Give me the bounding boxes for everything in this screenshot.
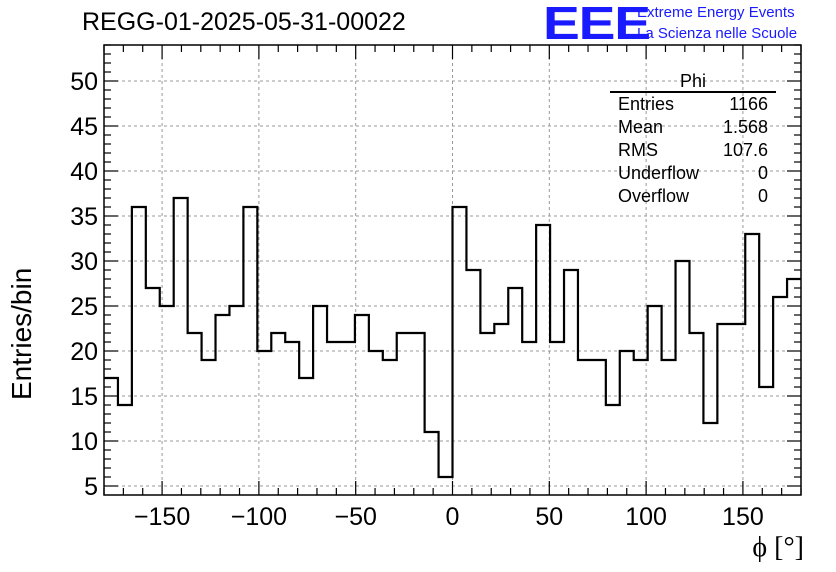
- histogram-bin: [731, 324, 745, 495]
- histogram-bin: [216, 315, 230, 495]
- y-tick-label: 15: [70, 383, 98, 411]
- y-axis-label: Entries/bin: [6, 267, 37, 400]
- stats-label: Entries: [618, 94, 675, 114]
- stats-value: 0: [757, 186, 768, 206]
- histogram-bin: [592, 360, 606, 495]
- histogram-bin: [662, 360, 676, 495]
- histogram-bin: [271, 333, 285, 495]
- x-tick-label: −100: [231, 503, 287, 531]
- y-tick-label: 20: [70, 338, 98, 366]
- histogram-bin: [174, 198, 188, 495]
- stats-value: 0: [757, 163, 768, 183]
- histogram-bin: [118, 405, 132, 495]
- histogram-bin: [355, 315, 369, 495]
- stats-box: Phi Entries 1166 Mean 1.568 RMS 107.6 Un…: [610, 71, 776, 208]
- histogram-series-line: [104, 196, 801, 479]
- stats-value: 107.6: [722, 140, 768, 160]
- y-tick-label: 40: [70, 158, 98, 186]
- histogram-bin: [299, 378, 313, 495]
- stats-label: Overflow: [618, 186, 690, 206]
- stats-row-mean: Mean 1.568: [610, 116, 776, 139]
- y-tick-label: 5: [84, 473, 98, 501]
- y-tick-label: 25: [70, 293, 98, 321]
- histogram-bin: [480, 333, 494, 495]
- stats-row-rms: RMS 107.6: [610, 139, 776, 162]
- y-tick-label: 30: [70, 248, 98, 276]
- histogram-bin: [202, 360, 216, 495]
- histogram-bin: [313, 306, 327, 495]
- x-tick-label: −150: [134, 503, 190, 531]
- eee-logo: EEE: [543, 0, 651, 49]
- histogram-bin: [383, 360, 397, 495]
- histogram-bin: [285, 342, 299, 495]
- x-tick-label: 50: [535, 503, 563, 531]
- histogram-bin: [745, 234, 759, 495]
- stats-row-overflow: Overflow 0: [610, 185, 776, 208]
- histogram-bin: [689, 333, 703, 495]
- histogram-bin: [341, 342, 355, 495]
- y-tick-label: 35: [70, 203, 98, 231]
- plot-title: REGG-01-2025-05-31-00022: [82, 8, 406, 36]
- histogram-bin: [188, 333, 202, 495]
- histogram-bin: [397, 333, 411, 495]
- logo-line-2: La Scienza nelle Scuole: [637, 25, 798, 42]
- histogram-bin: [327, 342, 341, 495]
- histogram-bin: [229, 306, 243, 495]
- logo-line-1: Extreme Energy Events: [637, 4, 795, 21]
- stats-label: Mean: [618, 117, 664, 137]
- stats-value: 1166: [729, 94, 768, 114]
- histogram-bin: [634, 360, 648, 495]
- y-tick-label: 50: [70, 68, 98, 96]
- stats-value: 1.568: [722, 117, 768, 137]
- stats-title: Phi: [610, 71, 776, 93]
- histogram-bin: [578, 360, 592, 495]
- stats-label: RMS: [618, 140, 658, 160]
- histogram-bin: [508, 288, 522, 495]
- stats-label: Underflow: [618, 163, 700, 183]
- histogram-bin: [564, 270, 578, 495]
- x-tick-label: −50: [334, 503, 376, 531]
- histogram-bin: [717, 324, 731, 495]
- y-tick-label: 45: [70, 113, 98, 141]
- histogram-bin: [257, 351, 271, 495]
- histogram-bin: [466, 270, 480, 495]
- histogram-bin: [132, 207, 146, 495]
- y-tick-label: 10: [70, 428, 98, 456]
- histogram-bin: [522, 342, 536, 495]
- histogram-bin: [703, 423, 717, 495]
- histogram-bin: [494, 324, 508, 495]
- histogram-bin: [550, 342, 564, 495]
- stats-row-underflow: Underflow 0: [610, 162, 776, 185]
- stats-row-entries: Entries 1166: [610, 93, 776, 116]
- x-axis-label: ϕ [°]: [752, 532, 804, 563]
- histogram-bin: [676, 261, 690, 495]
- histogram-bin: [620, 351, 634, 495]
- histogram-bin: [606, 405, 620, 495]
- histogram-bin: [369, 351, 383, 495]
- x-tick-label: 100: [625, 503, 667, 531]
- histogram-bin: [411, 333, 425, 495]
- x-tick-label: 150: [722, 503, 764, 531]
- histogram-bin: [648, 306, 662, 495]
- x-tick-label: 0: [446, 503, 460, 531]
- histogram-bin: [146, 288, 160, 495]
- histogram-bin: [536, 225, 550, 495]
